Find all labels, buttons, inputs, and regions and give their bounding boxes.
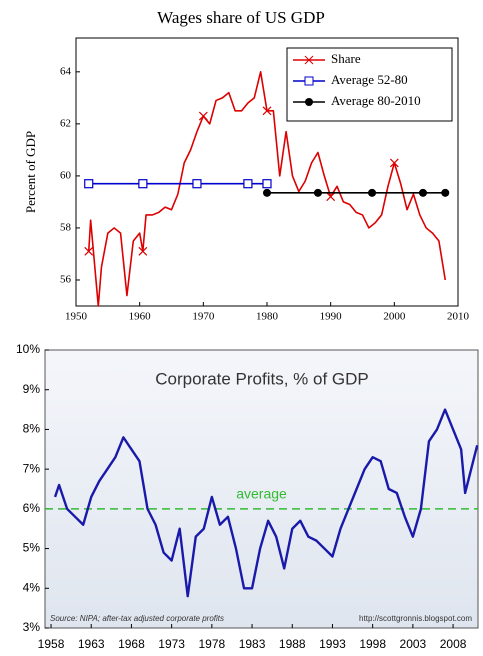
marker [313,188,322,197]
x-tick-label: 1993 [319,637,346,651]
y-tick-label: 6% [23,501,41,515]
legend-marker [304,55,314,65]
y-axis-label: Percent of GDP [23,131,38,213]
reference-label: average [236,486,287,502]
y-tick-label: 58 [60,221,72,233]
marker [368,188,377,197]
x-tick-label: 1973 [158,637,185,651]
marker [243,179,253,189]
x-tick-label: 1978 [198,637,225,651]
y-tick-label: 9% [23,382,41,396]
y-tick-label: 7% [23,461,41,475]
x-tick-label: 2003 [400,637,427,651]
x-tick-label: 1968 [118,637,145,651]
marker [192,179,202,189]
source-url: http://scottgronnis.blogspot.com [359,614,472,623]
marker [262,179,272,189]
y-tick-label: 62 [60,117,71,129]
marker [198,111,208,121]
x-tick-label: 2010 [447,311,470,323]
x-tick-label: 1958 [38,637,65,651]
chart-title: Corporate Profits, % of GDP [155,369,369,388]
legend-label: Average 80-2010 [331,93,421,108]
marker [441,188,450,197]
x-tick-label: 2008 [440,637,467,651]
data-line [53,408,479,598]
y-tick-label: 8% [23,422,41,436]
x-tick-label: 1990 [320,311,343,323]
x-tick-label: 1963 [78,637,105,651]
y-tick-label: 64 [60,65,72,77]
y-tick-label: 3% [23,620,41,634]
x-tick-label: 1983 [239,637,266,651]
legend-marker [305,98,313,106]
marker [263,188,271,197]
x-tick-label: 1988 [279,637,306,651]
x-tick-label: 1998 [359,637,386,651]
marker [389,158,399,168]
plot-area-2 [44,349,479,629]
legend-label: Share [331,51,361,66]
x-tick-label: 1960 [129,311,152,323]
legend-label: Average 52-80 [331,72,408,87]
x-tick-label: 1970 [192,311,215,323]
marker [84,246,94,256]
x-tick-label: 2000 [383,311,406,323]
source-note: Source: NIPA; after-tax adjusted corpora… [50,614,224,623]
y-tick-label: 10% [16,342,40,356]
y-tick-label: 60 [60,169,72,181]
x-tick-label: 1980 [256,311,279,323]
x-tick-label: 1950 [65,311,88,323]
marker [84,179,94,189]
marker [138,179,148,189]
chart-title: Wages share of US GDP [157,8,325,27]
y-tick-label: 4% [23,580,41,594]
y-tick-label: 5% [23,541,41,555]
marker [326,192,336,202]
y-tick-label: 56 [60,274,72,286]
legend-box [286,47,453,122]
data-line [87,71,447,307]
marker [418,188,427,197]
legend-marker [304,76,314,86]
marker [138,246,148,256]
marker [262,106,272,116]
